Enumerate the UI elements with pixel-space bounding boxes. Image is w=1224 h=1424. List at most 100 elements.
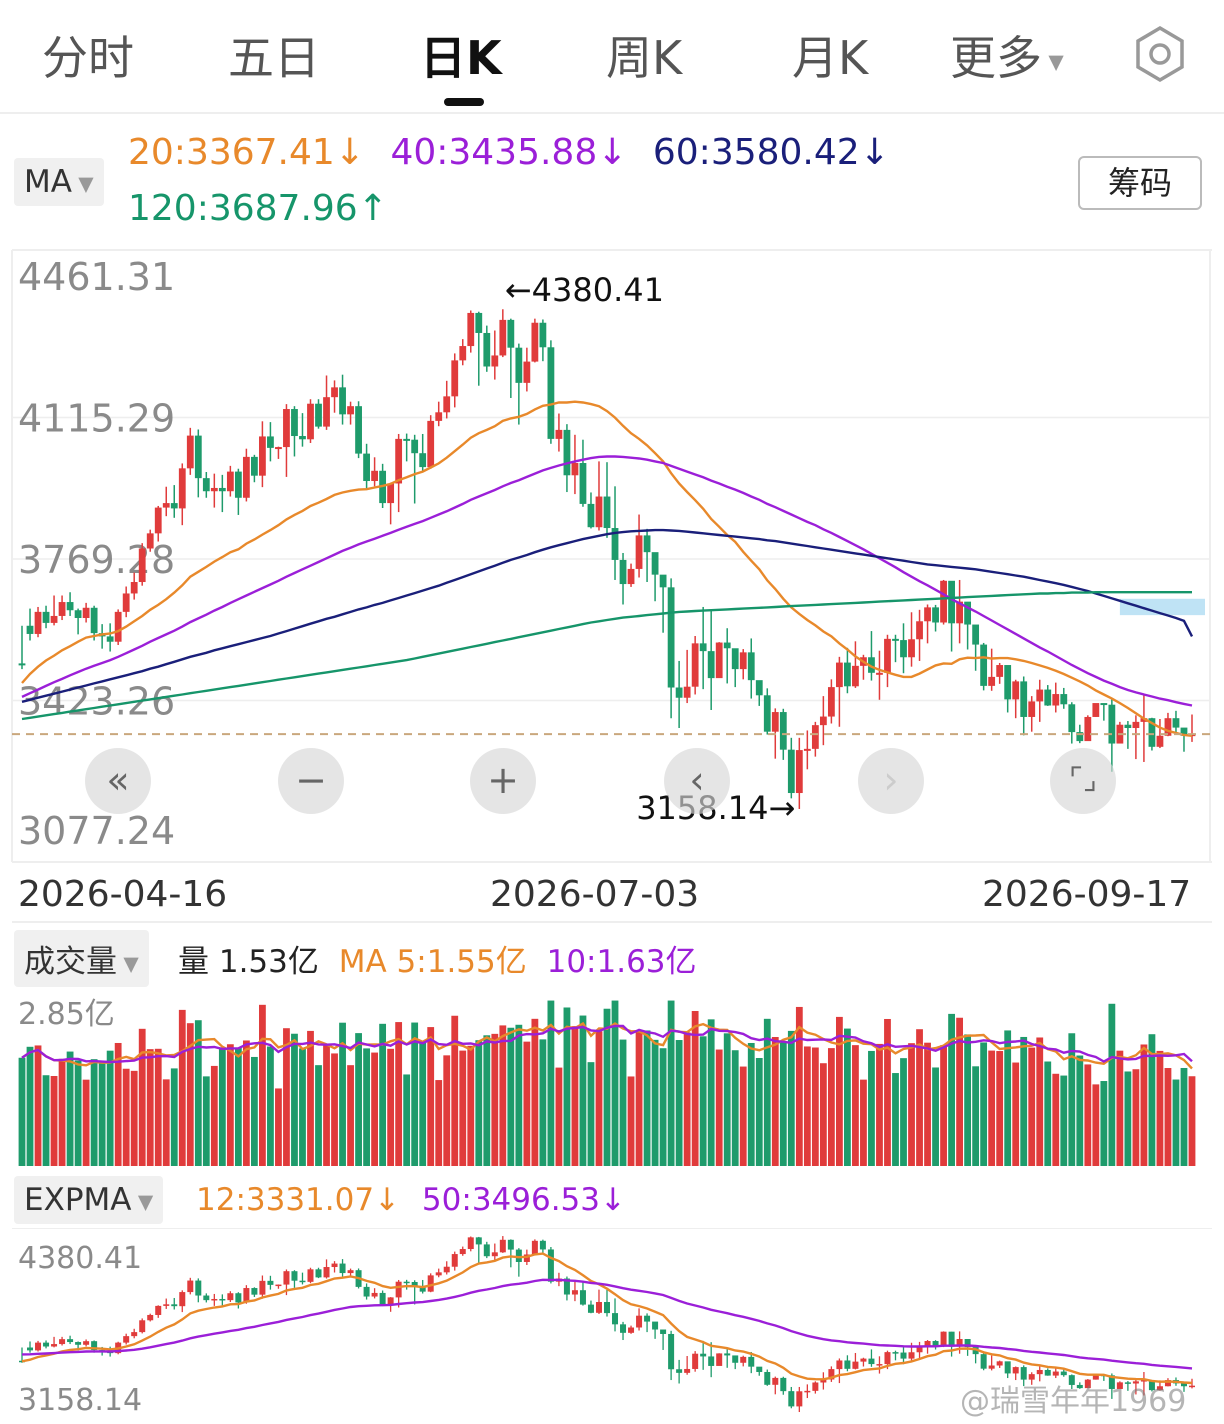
candle [202, 472, 210, 498]
chip-distribution-button[interactable]: 筹码 [1078, 156, 1202, 210]
expma-candle [1044, 1368, 1051, 1376]
candle [699, 606, 707, 690]
volume-bar [507, 1027, 515, 1166]
candle [635, 514, 643, 578]
candle-body [491, 355, 499, 367]
tab-more[interactable]: 更多 ▼ [950, 22, 1064, 88]
caret-down-icon: ▼ [1042, 49, 1064, 74]
volume-bar [715, 1049, 723, 1166]
expma-candle [403, 1279, 410, 1290]
volume-bar [555, 1067, 563, 1166]
expma-candle [940, 1331, 947, 1348]
expma-candle [171, 1297, 178, 1310]
zoom-in-button[interactable]: + [470, 748, 536, 814]
fast-back-button[interactable]: « [85, 748, 151, 814]
volume-bar [1068, 1033, 1076, 1166]
candle-body [707, 651, 715, 679]
candle-body [250, 456, 258, 476]
expma-candle [1092, 1374, 1099, 1380]
expma-candle-body [19, 1360, 25, 1363]
volume-bar [483, 1035, 491, 1166]
expma-candle-body [595, 1302, 602, 1313]
candle-body [475, 312, 483, 333]
expma-candle-body [1148, 1380, 1155, 1391]
expma-candle-body [916, 1345, 923, 1353]
step-back-button[interactable]: ‹ [664, 748, 730, 814]
expma-candle-body [219, 1298, 226, 1301]
caret-down-icon: ▼ [117, 951, 139, 976]
kline-chart[interactable]: 4461.314115.293769.283423.263077.24←4380… [0, 248, 1224, 924]
volume-bar [619, 1039, 627, 1166]
candle-body [234, 471, 242, 498]
settings-gear-icon[interactable] [1130, 24, 1190, 84]
tab-daily-k[interactable]: 日K [420, 31, 502, 85]
volume-bar [130, 1070, 138, 1166]
expma-candle [612, 1298, 619, 1332]
candle [723, 628, 731, 684]
ma120-line [21, 591, 1192, 721]
candle [683, 649, 691, 704]
expma-candle [323, 1259, 330, 1279]
expma-candle-body [1036, 1369, 1043, 1375]
ma-indicator-selector[interactable]: MA ▼ [14, 158, 104, 206]
expma-indicator-selector[interactable]: EXPMA ▼ [14, 1176, 164, 1224]
candle-body [427, 420, 435, 468]
volume-ma5: MA 5:1.55亿 [338, 944, 527, 980]
volume-indicator-selector[interactable]: 成交量 ▼ [14, 930, 149, 987]
expma-candle [692, 1351, 699, 1372]
step-forward-button[interactable]: › [858, 748, 924, 814]
candle-body [980, 644, 988, 686]
volume-bar [1164, 1068, 1172, 1166]
candle-body [587, 503, 595, 528]
expma-candle [636, 1308, 643, 1331]
expma-chart[interactable]: 4380.41 3158.14 [0, 1228, 1224, 1424]
expma-candle [812, 1381, 819, 1394]
candle [1036, 679, 1044, 722]
expma-candle-body [812, 1382, 819, 1391]
candle-body [683, 686, 691, 698]
tab-five-day[interactable]: 五日 [228, 31, 320, 85]
expma-candle-body [1124, 1382, 1131, 1384]
candle [900, 623, 907, 674]
volume-bar [459, 1050, 467, 1166]
candle [443, 380, 451, 419]
candle [291, 406, 298, 457]
candle [1164, 712, 1172, 737]
candle [323, 375, 330, 430]
candle-body [226, 471, 234, 492]
candle-body [130, 582, 138, 594]
candle-body [819, 716, 827, 726]
candle [1084, 715, 1092, 742]
zoom-out-button[interactable]: − [278, 748, 344, 814]
fullscreen-button[interactable]: ⌜⌟ [1050, 748, 1116, 814]
candle-body [42, 611, 50, 623]
expma-candle-body [403, 1281, 410, 1284]
expma-candle [83, 1339, 90, 1347]
candle-body [435, 412, 443, 421]
expma-candle-body [91, 1341, 98, 1351]
candle-body [868, 657, 875, 673]
volume-bar [106, 1050, 114, 1166]
expma-candle [996, 1360, 1003, 1368]
candle [483, 325, 491, 372]
expma-candle-body [724, 1353, 731, 1356]
expma-candle-body [235, 1293, 242, 1303]
candle-body [1052, 694, 1060, 706]
expma-candle-body [884, 1352, 891, 1365]
candle-body [403, 438, 411, 441]
tab-monthly-k[interactable]: 月K [792, 31, 869, 85]
expma-candle [435, 1268, 442, 1278]
volume-bar [1076, 1055, 1084, 1166]
candle [475, 311, 483, 386]
candle [948, 580, 955, 652]
expma-candle [595, 1289, 602, 1314]
volume-chart[interactable]: 2.85亿 [0, 980, 1224, 1170]
expma-candle-body [347, 1270, 354, 1274]
tab-weekly-k[interactable]: 周K [606, 31, 683, 85]
candle-body [1084, 716, 1092, 742]
candle-body [619, 559, 627, 585]
expma-candle [299, 1272, 306, 1285]
expma-candle [475, 1236, 482, 1263]
volume-bar [90, 1059, 98, 1166]
tab-intraday[interactable]: 分时 [42, 31, 134, 85]
